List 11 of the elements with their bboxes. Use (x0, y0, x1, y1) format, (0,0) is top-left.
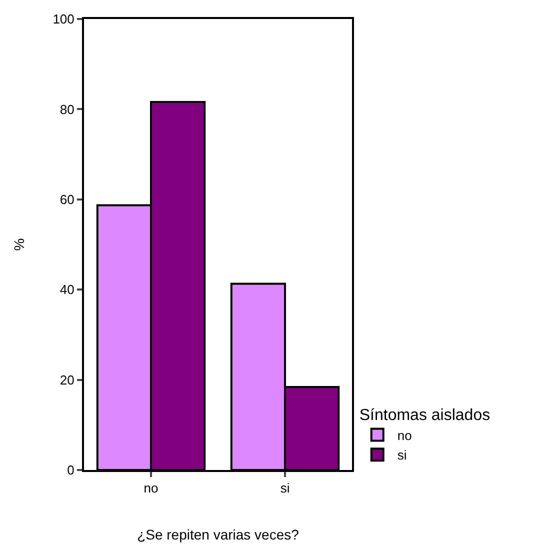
x-axis-title: ¿Se repiten varias veces? (137, 526, 300, 542)
legend-label: si (397, 448, 407, 463)
y-tick-label: 100 (52, 12, 74, 27)
y-tick-label: 60 (60, 192, 74, 207)
y-tick-label: 0 (67, 462, 74, 478)
y-tick-label: 20 (60, 372, 74, 388)
y-tick-label: 40 (60, 282, 74, 298)
legend-title: Síntomas aislados (359, 406, 490, 424)
y-axis-title: % (10, 238, 27, 251)
y-tick-label: 80 (60, 102, 74, 117)
legend-label: no (397, 428, 412, 443)
